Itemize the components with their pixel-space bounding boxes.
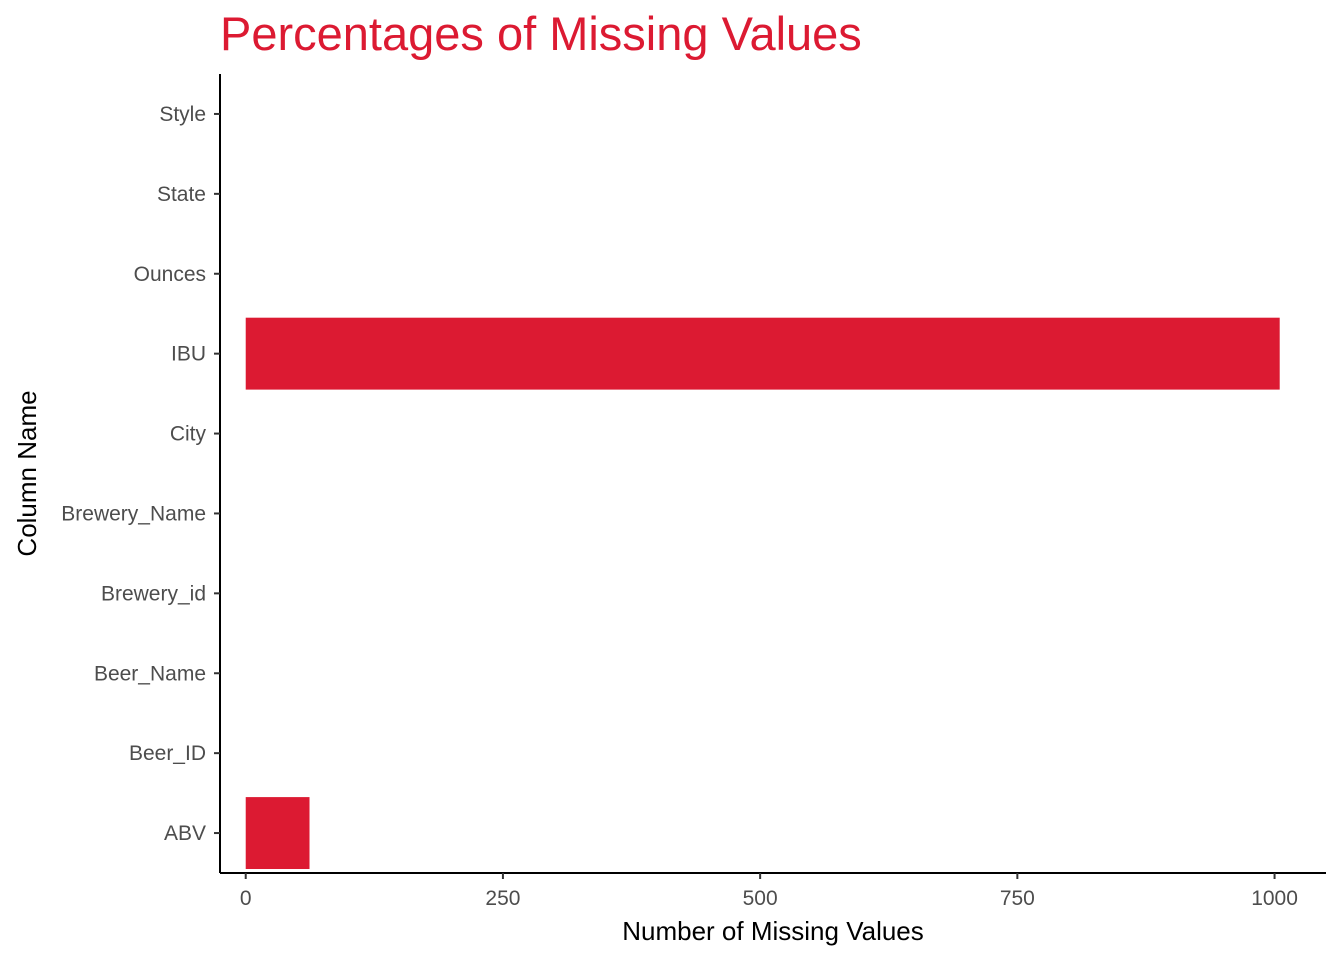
x-tick-label: 750 [1000,887,1035,910]
y-tick-label: State [157,183,206,206]
y-tick-label: Beer_ID [129,742,206,765]
y-tick-label: City [170,423,207,446]
y-tick-label: IBU [171,343,206,366]
y-axis-title: Column Name [12,390,42,556]
x-tick-label: 1000 [1251,887,1298,910]
x-axis-title: Number of Missing Values [622,916,924,946]
x-tick-label: 250 [485,887,520,910]
y-tick-label: Beer_Name [94,662,206,685]
y-tick-label: Ounces [134,263,206,286]
bars-layer [245,317,1280,870]
y-tick-label: Brewery_Name [61,502,206,525]
x-tick-label: 0 [240,887,252,910]
x-tick-label: 500 [743,887,778,910]
chart-title: Percentages of Missing Values [220,7,862,60]
bar-abv [245,797,310,870]
y-tick-label: ABV [164,822,206,845]
y-tick-label: Brewery_id [101,582,206,605]
bar-ibu [245,317,1280,390]
y-tick-label: Style [159,103,206,126]
x-axis-ticks: 0 250 500 750 1000 [240,873,1298,910]
y-axis-ticks: ABV Beer_ID Beer_Name Brewery_id Brewery_Nam… [61,103,220,845]
